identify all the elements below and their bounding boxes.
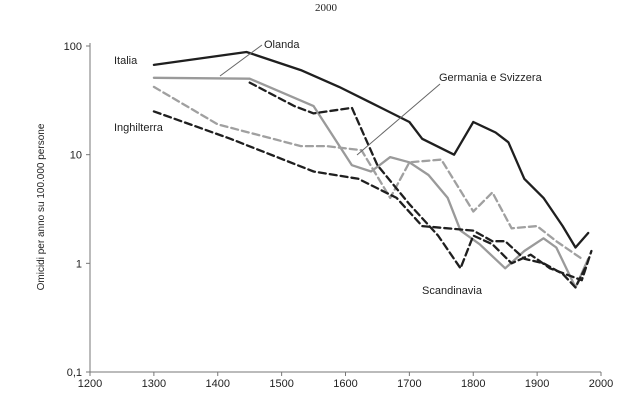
series-label-scandinavia: Scandinavia bbox=[422, 285, 483, 297]
x-tick-label: 1900 bbox=[525, 378, 549, 390]
series-line-germania-e-svizzera bbox=[152, 85, 583, 260]
x-axis-ticks: 1200 1300 1400 1500 1600 1700 1800 1900 2000 bbox=[78, 372, 613, 390]
series-label-layer: Italia Olanda Germania e Svizzera Inghil… bbox=[114, 39, 543, 297]
x-tick-label: 1700 bbox=[397, 378, 421, 390]
olanda-leader-line bbox=[219, 44, 263, 77]
x-tick-label: 1800 bbox=[461, 378, 485, 390]
x-tick-label: 2000 bbox=[589, 378, 613, 390]
series-line-olanda bbox=[152, 76, 590, 289]
series-label-olanda: Olanda bbox=[264, 39, 300, 51]
x-tick-label: 1500 bbox=[269, 378, 293, 390]
x-tick-label: 1400 bbox=[206, 378, 230, 390]
y-tick-label: 1 bbox=[76, 258, 82, 270]
top-cropped-text: 2000 bbox=[315, 2, 338, 14]
series-layer bbox=[152, 50, 593, 289]
y-tick-label: 0,1 bbox=[67, 367, 82, 379]
germania-e-svizzera-leader-line bbox=[356, 83, 441, 156]
y-tick-label: 100 bbox=[64, 41, 82, 53]
series-label-germania-e-svizzera: Germania e Svizzera bbox=[439, 72, 543, 84]
y-tick-label: 10 bbox=[70, 150, 82, 162]
series-label-inghilterra: Inghilterra bbox=[114, 122, 164, 134]
series-line-inghilterra bbox=[152, 110, 587, 289]
y-axis-title: Omicidi per anno su 100.000 persone bbox=[36, 123, 47, 290]
series-line-italia bbox=[152, 50, 590, 249]
x-tick-label: 1200 bbox=[78, 378, 102, 390]
plot-frame bbox=[89, 43, 601, 373]
series-label-italia: Italia bbox=[114, 55, 138, 67]
series-line-scandinavia bbox=[248, 81, 593, 282]
y-axis-ticks: 0,1 1 10 100 bbox=[64, 41, 90, 379]
x-tick-label: 1300 bbox=[142, 378, 166, 390]
x-tick-label: 1600 bbox=[333, 378, 357, 390]
